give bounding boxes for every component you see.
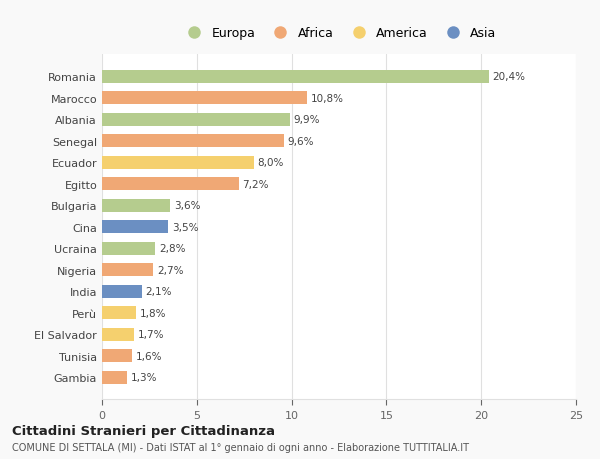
Bar (102, 135, 284, 148)
Text: 8,0%: 8,0% (257, 158, 284, 168)
Text: 3,5%: 3,5% (172, 222, 199, 232)
Bar (102, 92, 307, 105)
Bar (102, 328, 134, 341)
Text: 1,7%: 1,7% (138, 330, 164, 339)
Text: 2,7%: 2,7% (157, 265, 184, 275)
Text: 7,2%: 7,2% (242, 179, 269, 189)
Bar (102, 157, 254, 169)
Bar (102, 113, 290, 127)
Text: Cittadini Stranieri per Cittadinanza: Cittadini Stranieri per Cittadinanza (12, 424, 275, 437)
Bar (102, 371, 127, 384)
Text: COMUNE DI SETTALA (MI) - Dati ISTAT al 1° gennaio di ogni anno - Elaborazione TU: COMUNE DI SETTALA (MI) - Dati ISTAT al 1… (12, 442, 469, 452)
Bar (102, 221, 169, 234)
Bar (102, 349, 133, 362)
Text: 3,6%: 3,6% (174, 201, 200, 211)
Bar (102, 242, 155, 255)
Text: 1,6%: 1,6% (136, 351, 163, 361)
Bar (102, 285, 142, 298)
Text: 10,8%: 10,8% (311, 94, 344, 104)
Text: 20,4%: 20,4% (493, 72, 526, 82)
Text: 1,3%: 1,3% (130, 372, 157, 382)
Legend: Europa, Africa, America, Asia: Europa, Africa, America, Asia (181, 27, 497, 40)
Text: 9,6%: 9,6% (288, 136, 314, 146)
Bar (102, 199, 170, 212)
Text: 2,1%: 2,1% (146, 286, 172, 297)
Bar (102, 178, 239, 191)
Bar (102, 263, 153, 276)
Text: 9,9%: 9,9% (293, 115, 320, 125)
Bar (102, 71, 489, 84)
Bar (102, 307, 136, 319)
Text: 1,8%: 1,8% (140, 308, 166, 318)
Text: 2,8%: 2,8% (159, 244, 185, 254)
